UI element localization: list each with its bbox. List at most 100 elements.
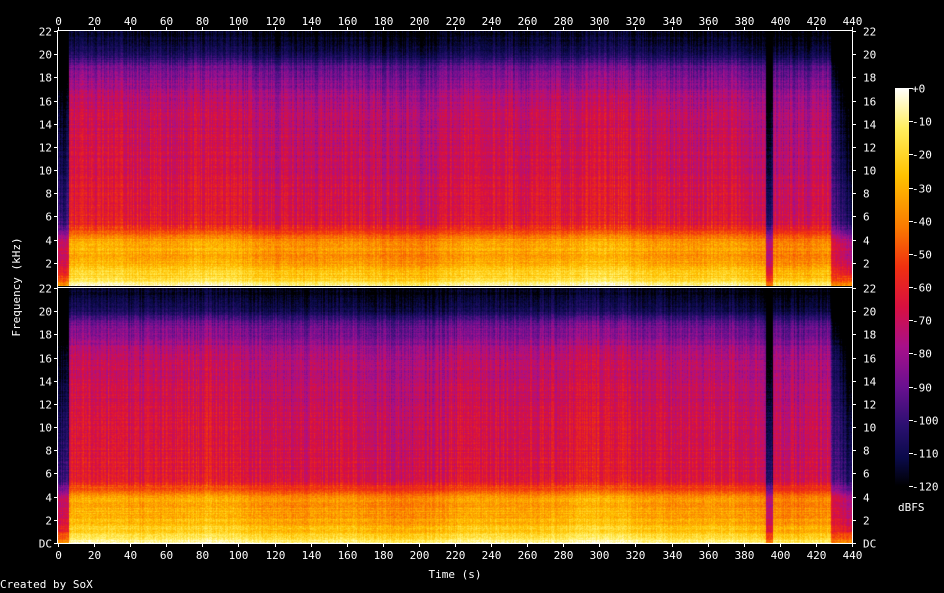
x-tick-label-top: 140 <box>302 15 322 28</box>
x-tick-label-bottom: 80 <box>196 549 209 562</box>
x-tick-label-top: 160 <box>338 15 358 28</box>
x-tick-label-bottom: 120 <box>266 549 286 562</box>
y-tick-label-right: 22 <box>863 26 876 39</box>
y-tick-label-right: 14 <box>863 376 877 389</box>
x-tick-label-top: 120 <box>266 15 286 28</box>
y-tick-label-left: 20 <box>39 49 52 62</box>
y-tick-label-left: 6 <box>45 468 52 481</box>
colorbar-tick-label: -20 <box>912 149 932 162</box>
x-tick-label-top: 280 <box>554 15 574 28</box>
y-tick-label-left: 18 <box>39 72 52 85</box>
colorbar-tick-label: -70 <box>912 315 932 328</box>
x-tick-label-top: 380 <box>735 15 755 28</box>
colorbar <box>895 88 909 486</box>
x-tick-label-top: 360 <box>699 15 719 28</box>
y-axis-label: Frequency (kHz) <box>10 237 23 336</box>
x-tick-label-top: 100 <box>229 15 249 28</box>
y-tick-label-right: 8 <box>863 445 870 458</box>
x-tick-label-top: 440 <box>843 15 863 28</box>
colorbar-tick-label: -10 <box>912 116 932 129</box>
x-tick-label-top: 80 <box>196 15 209 28</box>
x-tick-label-bottom: 140 <box>302 549 322 562</box>
y-axis-right: 2 4 6 8 10 12 14 16 18 20 22 DC 2 4 6 8 10 12 14 16 18 20 22 <box>852 26 877 551</box>
y-tick-label-right: 20 <box>863 49 876 62</box>
x-tick-label-top: 420 <box>807 15 827 28</box>
x-tick-label-top: 20 <box>88 15 101 28</box>
x-axis-top: 0 20 40 60 80 100 120 140 160 180 200 220 240 260 280 3… <box>55 15 862 31</box>
x-tick-label-bottom: 60 <box>160 549 173 562</box>
y-tick-label-left: 14 <box>39 119 53 132</box>
x-tick-label-top: 400 <box>771 15 791 28</box>
x-tick-label-bottom: 400 <box>771 549 791 562</box>
x-tick-label-bottom: 360 <box>699 549 719 562</box>
x-tick-label-bottom: 20 <box>88 549 101 562</box>
y-tick-label-left: 10 <box>39 422 52 435</box>
x-tick-label-bottom: 340 <box>663 549 683 562</box>
x-tick-label-bottom: 320 <box>626 549 646 562</box>
x-tick-label-top: 60 <box>160 15 173 28</box>
spectrogram-channel-1 <box>58 31 852 286</box>
y-tick-label-left: 14 <box>39 376 53 389</box>
x-tick-label-bottom: 240 <box>482 549 502 562</box>
y-tick-label-right: 12 <box>863 399 876 412</box>
colorbar-tick-label: -60 <box>912 282 932 295</box>
x-axis-label: Time (s) <box>429 568 482 581</box>
y-tick-label-right: 10 <box>863 165 876 178</box>
y-tick-label-right: 10 <box>863 422 876 435</box>
x-tick-label-bottom: 380 <box>735 549 755 562</box>
x-tick-label-bottom: 160 <box>338 549 358 562</box>
x-tick-label-bottom: 420 <box>807 549 827 562</box>
x-tick-label-top: 320 <box>626 15 646 28</box>
y-tick-label-left: 12 <box>39 142 52 155</box>
y-axis-left: 2 4 6 8 10 12 14 16 18 20 22 DC 2 4 6 8 10 12 14 16 18 20 22 <box>39 26 58 551</box>
y-tick-label-right: 16 <box>863 353 876 366</box>
x-tick-label-bottom: 220 <box>446 549 466 562</box>
x-tick-label-bottom: 300 <box>590 549 610 562</box>
colorbar-label: dBFS <box>898 501 925 514</box>
x-tick-label-bottom: 100 <box>229 549 249 562</box>
y-tick-label-right: 2 <box>863 515 870 528</box>
y-tick-label-right: 6 <box>863 468 870 481</box>
x-tick-label-top: 180 <box>374 15 394 28</box>
y-tick-label-right: 20 <box>863 306 876 319</box>
y-tick-label-left: 4 <box>45 235 52 248</box>
y-tick-label-left: 22 <box>39 283 52 296</box>
y-tick-label-right: 4 <box>863 492 870 505</box>
colorbar-tick-label: -30 <box>912 183 932 196</box>
y-tick-label-left: 20 <box>39 306 52 319</box>
y-tick-label-left: 2 <box>45 515 52 528</box>
x-tick-label-top: 220 <box>446 15 466 28</box>
y-tick-label-right: 12 <box>863 142 876 155</box>
x-axis-bottom: 0 20 40 60 80 100 120 140 160 180 200 220 240 260 280 3… <box>55 543 862 562</box>
y-tick-label-left: 16 <box>39 353 52 366</box>
y-tick-label-left: 8 <box>45 445 52 458</box>
x-tick-label-bottom: 200 <box>410 549 430 562</box>
x-tick-label-top: 200 <box>410 15 430 28</box>
x-tick-label-bottom: 0 <box>55 549 62 562</box>
spectrogram-channel-2 <box>58 288 852 543</box>
y-tick-label-right: 2 <box>863 258 870 271</box>
x-tick-label-top: 40 <box>124 15 137 28</box>
colorbar-tick-label: -90 <box>912 382 932 395</box>
x-tick-label-top: 0 <box>55 15 62 28</box>
credit-text: Created by SoX <box>0 578 93 591</box>
x-tick-label-bottom: 180 <box>374 549 394 562</box>
y-tick-label-right: DC <box>863 538 876 551</box>
y-tick-label-left: 4 <box>45 492 52 505</box>
y-tick-label-right: 18 <box>863 72 876 85</box>
y-tick-label-right: 16 <box>863 96 876 109</box>
y-tick-label-left: 10 <box>39 165 52 178</box>
y-tick-label-right: 8 <box>863 188 870 201</box>
y-tick-label-left: 16 <box>39 96 52 109</box>
y-tick-label-left: DC <box>39 538 52 551</box>
colorbar-ticks: +0 -10 -20 -30 -40 -50 -60 -70 -80 -90 -100 -110 -12… <box>909 83 939 494</box>
colorbar-tick-label: -50 <box>912 249 932 262</box>
colorbar-tick-label: -40 <box>912 216 932 229</box>
x-tick-label-top: 240 <box>482 15 502 28</box>
y-tick-label-left: 12 <box>39 399 52 412</box>
y-tick-label-right: 14 <box>863 119 877 132</box>
x-tick-label-top: 300 <box>590 15 610 28</box>
y-tick-label-right: 4 <box>863 235 870 248</box>
colorbar-tick-label: +0 <box>912 83 925 96</box>
